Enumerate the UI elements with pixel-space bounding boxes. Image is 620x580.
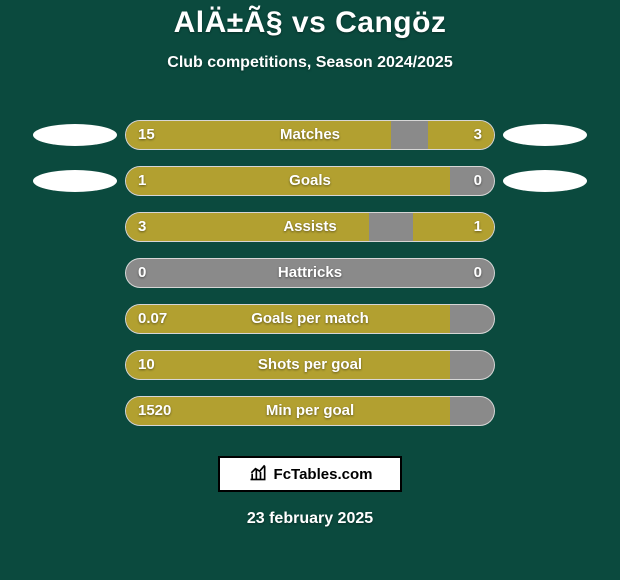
left-cap (25, 124, 125, 146)
right-value: 0 (474, 167, 482, 195)
stat-row: Min per goal1520 (0, 388, 620, 434)
oval-icon (33, 170, 117, 192)
oval-icon (33, 124, 117, 146)
date-label: 23 february 2025 (0, 510, 620, 528)
left-value: 10 (138, 351, 155, 379)
brand-text: FcTables.com (274, 466, 373, 483)
stat-label: Goals per match (126, 305, 494, 333)
stat-label: Min per goal (126, 397, 494, 425)
stat-row: Goals per match0.07 (0, 296, 620, 342)
left-value: 15 (138, 121, 155, 149)
page-title: AlÄ±Ã§ vs Cangöz (0, 6, 620, 40)
stat-bar: Min per goal1520 (125, 396, 495, 426)
brand-badge[interactable]: FcTables.com (218, 456, 402, 492)
left-value: 1520 (138, 397, 171, 425)
subtitle: Club competitions, Season 2024/2025 (0, 54, 620, 72)
right-value: 1 (474, 213, 482, 241)
left-value: 3 (138, 213, 146, 241)
left-cap (25, 170, 125, 192)
stat-bar: Goals per match0.07 (125, 304, 495, 334)
stat-row: Matches15 3 (0, 112, 620, 158)
stat-row: Assists3 1 (0, 204, 620, 250)
oval-icon (503, 124, 587, 146)
stat-label: Matches (126, 121, 494, 149)
stat-row: Goals1 0 (0, 158, 620, 204)
stat-label: Goals (126, 167, 494, 195)
right-cap (495, 170, 595, 192)
right-value: 0 (474, 259, 482, 287)
left-value: 0.07 (138, 305, 167, 333)
stat-bar: Shots per goal10 (125, 350, 495, 380)
stat-rows: Matches153Goals10Assists31Hattricks00Goa… (0, 112, 620, 434)
left-value: 0 (138, 259, 146, 287)
stat-bar: Goals1 0 (125, 166, 495, 196)
stat-bar: Assists3 1 (125, 212, 495, 242)
chart-icon (248, 462, 268, 487)
right-value: 3 (474, 121, 482, 149)
oval-icon (503, 170, 587, 192)
stat-label: Assists (126, 213, 494, 241)
stat-bar: Hattricks0 0 (125, 258, 495, 288)
stat-label: Shots per goal (126, 351, 494, 379)
left-value: 1 (138, 167, 146, 195)
stat-bar: Matches15 3 (125, 120, 495, 150)
right-cap (495, 124, 595, 146)
stat-label: Hattricks (126, 259, 494, 287)
comparison-card: AlÄ±Ã§ vs Cangöz Club competitions, Seas… (0, 0, 620, 580)
stat-row: Hattricks0 0 (0, 250, 620, 296)
stat-row: Shots per goal10 (0, 342, 620, 388)
